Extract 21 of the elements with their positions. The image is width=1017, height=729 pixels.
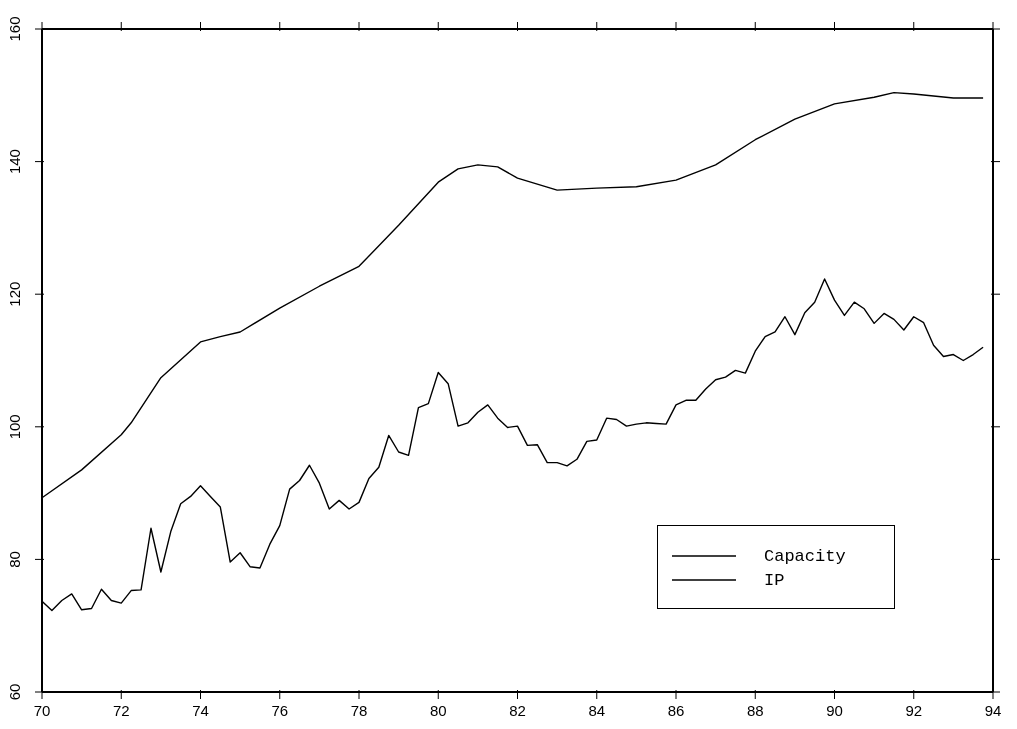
y-tick-label: 60	[6, 683, 23, 701]
y-tick-label: 80	[6, 551, 23, 568]
x-tick-label: 92	[905, 702, 923, 719]
y-tick-label: 160	[6, 16, 23, 42]
x-tick-label: 78	[350, 702, 368, 719]
x-tick-label: 82	[509, 702, 526, 719]
x-tick-label: 88	[746, 702, 764, 719]
x-tick-label: 90	[826, 702, 843, 719]
legend-label: Capacity	[764, 546, 846, 566]
x-tick-label: 80	[429, 702, 447, 719]
x-tick-label: 74	[192, 702, 209, 719]
x-tick-label: 76	[271, 702, 289, 719]
legend-label: IP	[764, 570, 785, 590]
y-tick-label: 100	[6, 414, 23, 440]
x-tick-label: 84	[588, 702, 606, 719]
y-tick-label: 120	[6, 281, 23, 307]
x-tick-label: 70	[33, 702, 51, 719]
x-tick-label: 72	[112, 702, 130, 719]
x-tick-label: 94	[984, 702, 1002, 719]
y-tick-label: 140	[6, 149, 23, 175]
x-tick-label: 86	[667, 702, 685, 719]
